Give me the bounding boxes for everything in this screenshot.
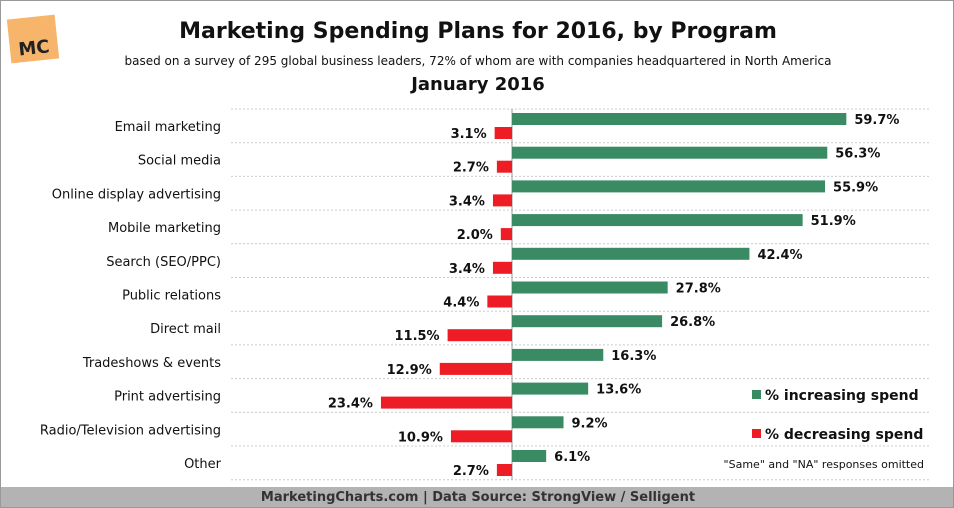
bar-decreasing: [439, 362, 512, 375]
data-label-decreasing: 12.9%: [387, 363, 432, 378]
bar-decreasing: [500, 228, 512, 241]
bar-decreasing: [492, 194, 512, 207]
bar-decreasing: [447, 329, 512, 342]
category-label: Social media: [138, 154, 221, 169]
bar-increasing: [512, 146, 828, 159]
bar-decreasing: [494, 127, 512, 139]
category-label: Email marketing: [115, 120, 221, 135]
legend-label-increasing: % increasing spend: [765, 388, 919, 404]
bar-increasing: [512, 450, 547, 462]
bar-decreasing: [380, 396, 512, 409]
category-label: Public relations: [122, 289, 221, 304]
category-label: Other: [184, 457, 222, 472]
bar-increasing: [512, 315, 663, 328]
data-label-decreasing: 23.4%: [328, 397, 373, 412]
data-label-increasing: 51.9%: [811, 214, 856, 229]
bar-increasing: [512, 281, 668, 294]
bar-increasing: [512, 382, 589, 395]
data-label-decreasing: 2.7%: [453, 161, 489, 176]
data-label-increasing: 26.8%: [670, 315, 715, 330]
bar-decreasing: [450, 430, 512, 443]
bar-decreasing: [492, 261, 512, 274]
data-label-increasing: 16.3%: [611, 349, 656, 364]
category-label: Direct mail: [150, 322, 221, 337]
data-label-decreasing: 4.4%: [443, 296, 479, 311]
bar-increasing: [512, 180, 826, 193]
footer-source: MarketingCharts.com | Data Source: Stron…: [1, 487, 953, 507]
data-label-increasing: 59.7%: [854, 113, 899, 128]
bar-increasing: [512, 247, 750, 260]
data-label-increasing: 55.9%: [833, 180, 878, 195]
bar-increasing: [512, 214, 803, 227]
category-label: Online display advertising: [52, 187, 221, 202]
data-label-increasing: 56.3%: [835, 147, 880, 162]
category-label: Mobile marketing: [108, 221, 221, 236]
category-label: Radio/Television advertising: [40, 423, 221, 438]
bar-decreasing: [487, 295, 512, 308]
bar-increasing: [512, 348, 604, 361]
data-label-increasing: 27.8%: [676, 282, 721, 297]
data-label-decreasing: 2.0%: [457, 228, 493, 243]
data-label-increasing: 6.1%: [554, 450, 590, 465]
chart-subtitle: based on a survey of 295 global business…: [124, 54, 832, 68]
data-label-increasing: 9.2%: [572, 416, 608, 431]
data-label-decreasing: 2.7%: [453, 464, 489, 479]
bar-increasing: [512, 113, 847, 125]
bar-decreasing: [496, 160, 512, 173]
data-label-decreasing: 3.1%: [451, 127, 487, 142]
bar-increasing: [512, 416, 564, 429]
legend-label-decreasing: % decreasing spend: [765, 427, 923, 443]
data-label-decreasing: 3.4%: [449, 194, 485, 209]
bar-decreasing: [496, 464, 512, 476]
data-label-decreasing: 10.9%: [398, 430, 443, 445]
data-label-decreasing: 3.4%: [449, 262, 485, 277]
data-label-increasing: 13.6%: [596, 383, 641, 398]
chart-date: January 2016: [411, 74, 545, 95]
data-label-increasing: 42.4%: [757, 248, 802, 263]
legend-swatch-increasing: [752, 390, 761, 399]
category-label: Search (SEO/PPC): [106, 255, 221, 270]
category-label: Tradeshows & events: [82, 356, 221, 371]
legend-swatch-decreasing: [752, 429, 761, 438]
chart-note: "Same" and "NA" responses omitted: [724, 458, 924, 471]
data-label-decreasing: 11.5%: [394, 329, 439, 344]
category-label: Print advertising: [114, 390, 221, 405]
chart-title: Marketing Spending Plans for 2016, by Pr…: [179, 19, 777, 44]
